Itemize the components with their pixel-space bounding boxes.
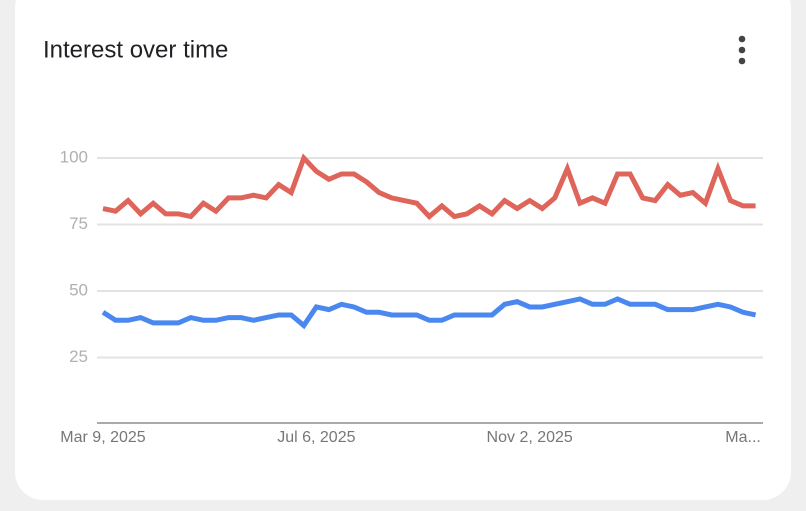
x-tick-label: Ma... [725,429,761,446]
menu-dot [738,46,746,54]
menu-button[interactable] [738,35,746,65]
y-tick-label: 50 [69,280,88,299]
x-tick-label: Jul 6, 2025 [277,429,355,446]
menu-dot [738,57,746,65]
x-tick-label: Nov 2, 2025 [487,429,573,446]
series-line [101,296,757,330]
menu-dot [738,35,746,43]
card [15,0,791,500]
chart-title: Interest over time [43,36,228,63]
x-tick-label: Mar 9, 2025 [60,429,145,446]
y-tick-label: 25 [69,347,88,366]
series-line [102,153,756,220]
y-tick-label: 100 [60,147,88,166]
y-tick-label: 75 [69,214,88,233]
